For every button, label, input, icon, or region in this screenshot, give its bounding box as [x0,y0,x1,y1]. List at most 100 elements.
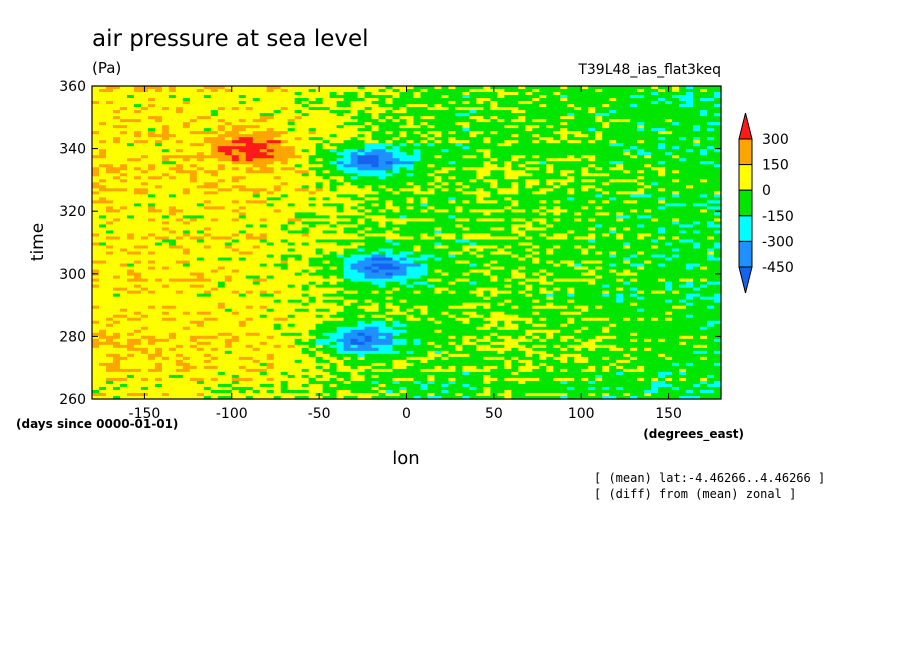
heatmap-cell [196,227,205,232]
heatmap-cell [448,140,457,144]
heatmap-cell [112,230,121,235]
heatmap-cell [364,164,373,168]
heatmap-cell [154,200,163,204]
heatmap-cell [315,185,324,189]
heatmap-cell [490,167,498,171]
heatmap-cell [154,182,163,186]
heatmap-cell [364,155,373,159]
heatmap-cell [273,116,282,120]
heatmap-cell [595,149,603,153]
heatmap-cell [301,155,310,159]
heatmap-cell [497,86,505,90]
heatmap-cell [700,188,708,192]
heatmap-cell [259,143,268,147]
heatmap-cell [175,101,184,105]
heatmap-cell [392,170,401,174]
heatmap-cell [490,125,498,129]
heatmap-cell [357,203,366,207]
heatmap-cell [490,113,498,117]
heatmap-cell [581,206,589,210]
heatmap-cell [448,203,457,207]
heatmap-cell [217,230,226,235]
heatmap-cell [560,206,568,210]
heatmap-cell [140,179,149,183]
heatmap-cell [567,221,575,226]
heatmap-cell [476,203,484,207]
heatmap-cell [574,134,582,138]
heatmap-cell [112,140,121,144]
heatmap-cell [224,179,233,183]
heatmap-cell [686,206,694,210]
heatmap-cell [420,131,429,135]
heatmap-cell [308,95,317,99]
heatmap-cell [315,203,324,207]
heatmap-cell [532,215,540,220]
heatmap-cell [245,161,254,165]
heatmap-cell [644,134,652,138]
heatmap-cell [245,152,254,156]
heatmap-cell [161,221,170,226]
heatmap-cell [455,212,464,217]
heatmap-cell [280,140,289,144]
heatmap-cell [455,125,464,129]
heatmap-cell [315,170,324,174]
heatmap-cell [196,86,205,90]
heatmap-cell [294,206,303,210]
heatmap-cell [329,173,338,177]
heatmap-cell [511,125,519,129]
heatmap-cell [539,92,547,96]
heatmap-cell [693,218,701,223]
heatmap-cell [168,104,177,108]
heatmap-cell [140,170,149,174]
heatmap-cell [161,224,170,229]
heatmap-cell [546,131,554,135]
heatmap-cell [399,212,408,217]
heatmap-cell [238,191,247,195]
heatmap-cell [357,185,366,189]
heatmap-cell [217,206,226,210]
heatmap-cell [637,188,645,192]
heatmap-cell [217,122,226,126]
heatmap-cell [92,155,100,159]
heatmap-cell [532,209,540,213]
heatmap-cell [637,209,645,213]
heatmap-cell [406,110,415,114]
heatmap-cell [679,173,687,177]
heatmap-cell [336,89,345,93]
heatmap-cell [448,143,457,147]
heatmap-cell [231,110,240,114]
heatmap-cell [714,119,722,123]
heatmap-cell [119,86,128,90]
heatmap-cell [595,230,603,235]
heatmap-cell [476,230,484,235]
heatmap-cell [665,152,673,156]
heatmap-cell [210,146,219,150]
heatmap-cell [336,119,345,123]
heatmap-cell [532,143,540,147]
heatmap-cell [231,188,240,192]
heatmap-cell [154,116,163,120]
heatmap-cell [343,86,352,90]
heatmap-cell [252,110,261,114]
heatmap-cell [119,146,128,150]
heatmap-cell [595,140,603,144]
heatmap-cell [217,227,226,232]
heatmap-cell [532,206,540,210]
heatmap-cell [504,221,512,226]
heatmap-cell [700,98,708,102]
heatmap-cell [427,182,436,186]
heatmap-cell [462,188,470,192]
heatmap-cell [651,143,659,147]
heatmap-cell [539,170,547,174]
heatmap-cell [511,191,519,195]
heatmap-cell [252,86,261,90]
heatmap-cell [399,218,408,223]
heatmap-cell [707,218,715,223]
heatmap-cell [469,122,477,126]
heatmap-cell [497,179,505,183]
heatmap-cell [616,188,624,192]
heatmap-cell [189,161,198,165]
heatmap-cell [511,101,519,105]
heatmap-cell [483,200,491,204]
heatmap-cell [252,197,261,201]
